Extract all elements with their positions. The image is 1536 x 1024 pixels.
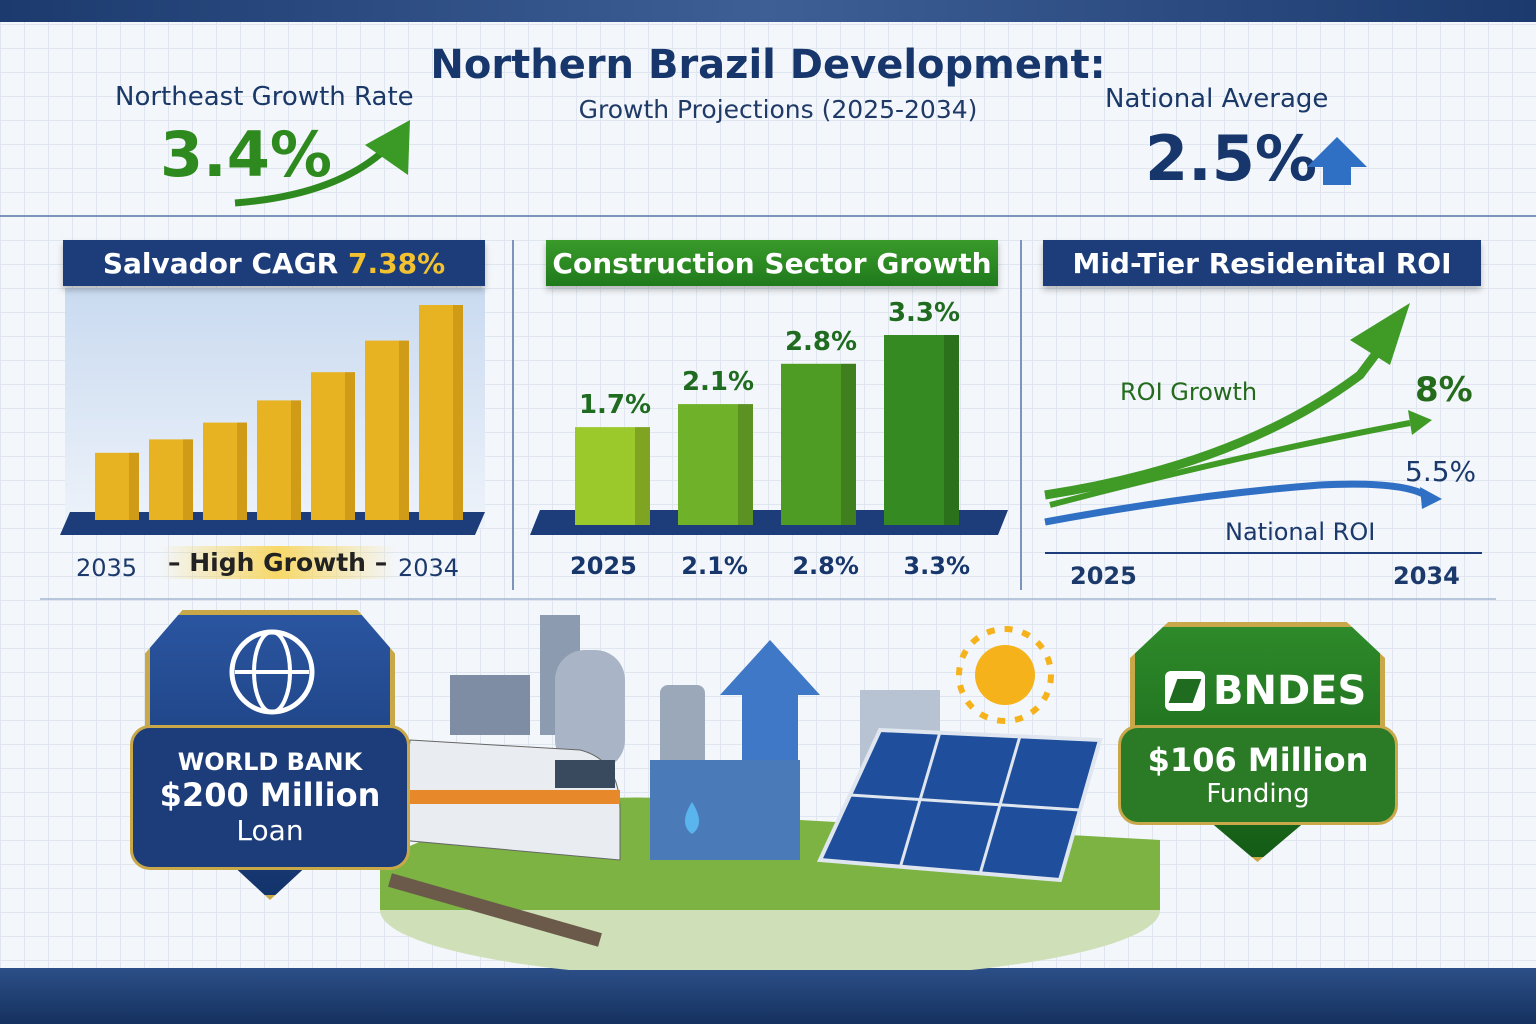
salvador-bar-side [399,340,409,520]
world-bank-type: Loan [236,814,304,847]
roi-growth-line-2 [1049,420,1411,508]
page-subtitle: Growth Projections (2025-2034) [578,95,978,124]
construction-bar-chart: 1.7% 2.1% 2.8% 3.3% [530,298,1008,535]
water-drop-icon [685,802,699,834]
roi-growth-line [1044,332,1394,500]
solar-panel-icon [816,727,1103,883]
roi-end-label: 2034 [1393,562,1460,590]
construction-bar-side [944,335,959,525]
construction-data-label: 2.1% [682,367,754,397]
trend-arrow-up-icon [234,120,410,207]
sun-icon [956,626,1054,724]
divider [512,240,514,590]
infrastructure-illustration [380,615,1160,970]
salvador-bar-side [291,400,301,520]
construction-x-labels: 2025 2.1% 2.8% 3.3% [570,552,970,580]
construction-bar-side [738,404,753,525]
page-title: Northern Brazil Development: [430,42,1106,88]
divider [1020,240,1022,590]
roi-line-chart [1044,303,1442,526]
water-plant-icon [650,760,800,860]
divider [0,215,1536,217]
x-label: 3.3% [903,552,970,580]
top-bar [0,0,1536,22]
x-label: 2.8% [792,552,859,580]
construction-bar [884,335,959,525]
construction-banner: Construction Sector Growth [546,240,998,286]
high-growth-label: – High Growth – [160,546,396,579]
roi-x-axis [1045,552,1482,554]
x-label: 2.1% [681,552,748,580]
roi-growth-arrowhead [1350,303,1410,365]
construction-bar-side [841,363,856,525]
arrow-up-icon [1307,137,1367,185]
salvador-bar-side [129,452,139,520]
construction-data-label: 1.7% [579,390,651,420]
globe-icon [229,629,315,715]
bottom-bar [0,968,1536,1024]
divider [40,598,1496,600]
salvador-start-label: 2035 [76,554,138,582]
storage-tank-icon [555,650,625,770]
roi-banner: Mid-Tier Residenital ROI [1043,240,1481,286]
construction-data-label: 2.8% [785,327,857,357]
bndes-logo-icon [1165,671,1205,711]
bndes-ribbon: $106 Million Funding [1118,725,1398,825]
salvador-end-label: 2034 [398,554,460,582]
national-average-label: National Average [1105,84,1329,114]
salvador-bar-side [345,372,355,520]
high-growth-text: High Growth [189,548,366,577]
bndes-type: Funding [1206,779,1310,809]
salvador-cagr-value: 7.38% [348,246,446,280]
construction-bar [781,363,856,525]
salvador-cagr-label: Salvador CAGR [102,246,339,280]
train-icon [399,739,621,861]
national-average-value: 2.5% [1145,122,1317,195]
roi-growth-value: 8% [1415,370,1473,410]
bndes-logo: BNDES [1165,668,1366,714]
roi-growth-label: ROI Growth [1120,378,1258,406]
salvador-bar-chart [60,305,485,535]
world-bank-ribbon: WORLD BANK $200 Million Loan [130,725,410,870]
world-bank-name: WORLD BANK [177,748,363,776]
salvador-bar-side [237,422,247,520]
national-roi-line [1044,480,1427,526]
salvador-cagr-banner: Salvador CAGR 7.38% [63,240,485,286]
northeast-growth-label: Northeast Growth Rate [115,82,414,112]
x-label: 2025 [570,552,637,580]
construction-bar [575,427,650,525]
growth-arrow-icon [720,640,820,760]
bndes-name: BNDES [1213,668,1367,714]
roi-start-label: 2025 [1070,562,1137,590]
construction-bar [678,404,753,525]
world-bank-amount: $200 Million [159,776,381,814]
national-roi-label: National ROI [1225,518,1376,546]
northeast-growth-value: 3.4% [160,118,332,191]
construction-bar-side [635,427,650,525]
salvador-bar-side [453,305,463,520]
roi-growth-arrowhead-2 [1408,410,1432,435]
national-roi-arrowhead [1420,487,1442,509]
national-roi-value: 5.5% [1405,455,1477,488]
construction-data-label: 3.3% [888,298,960,328]
salvador-bar-side [183,439,193,520]
bndes-amount: $106 Million [1147,741,1369,779]
